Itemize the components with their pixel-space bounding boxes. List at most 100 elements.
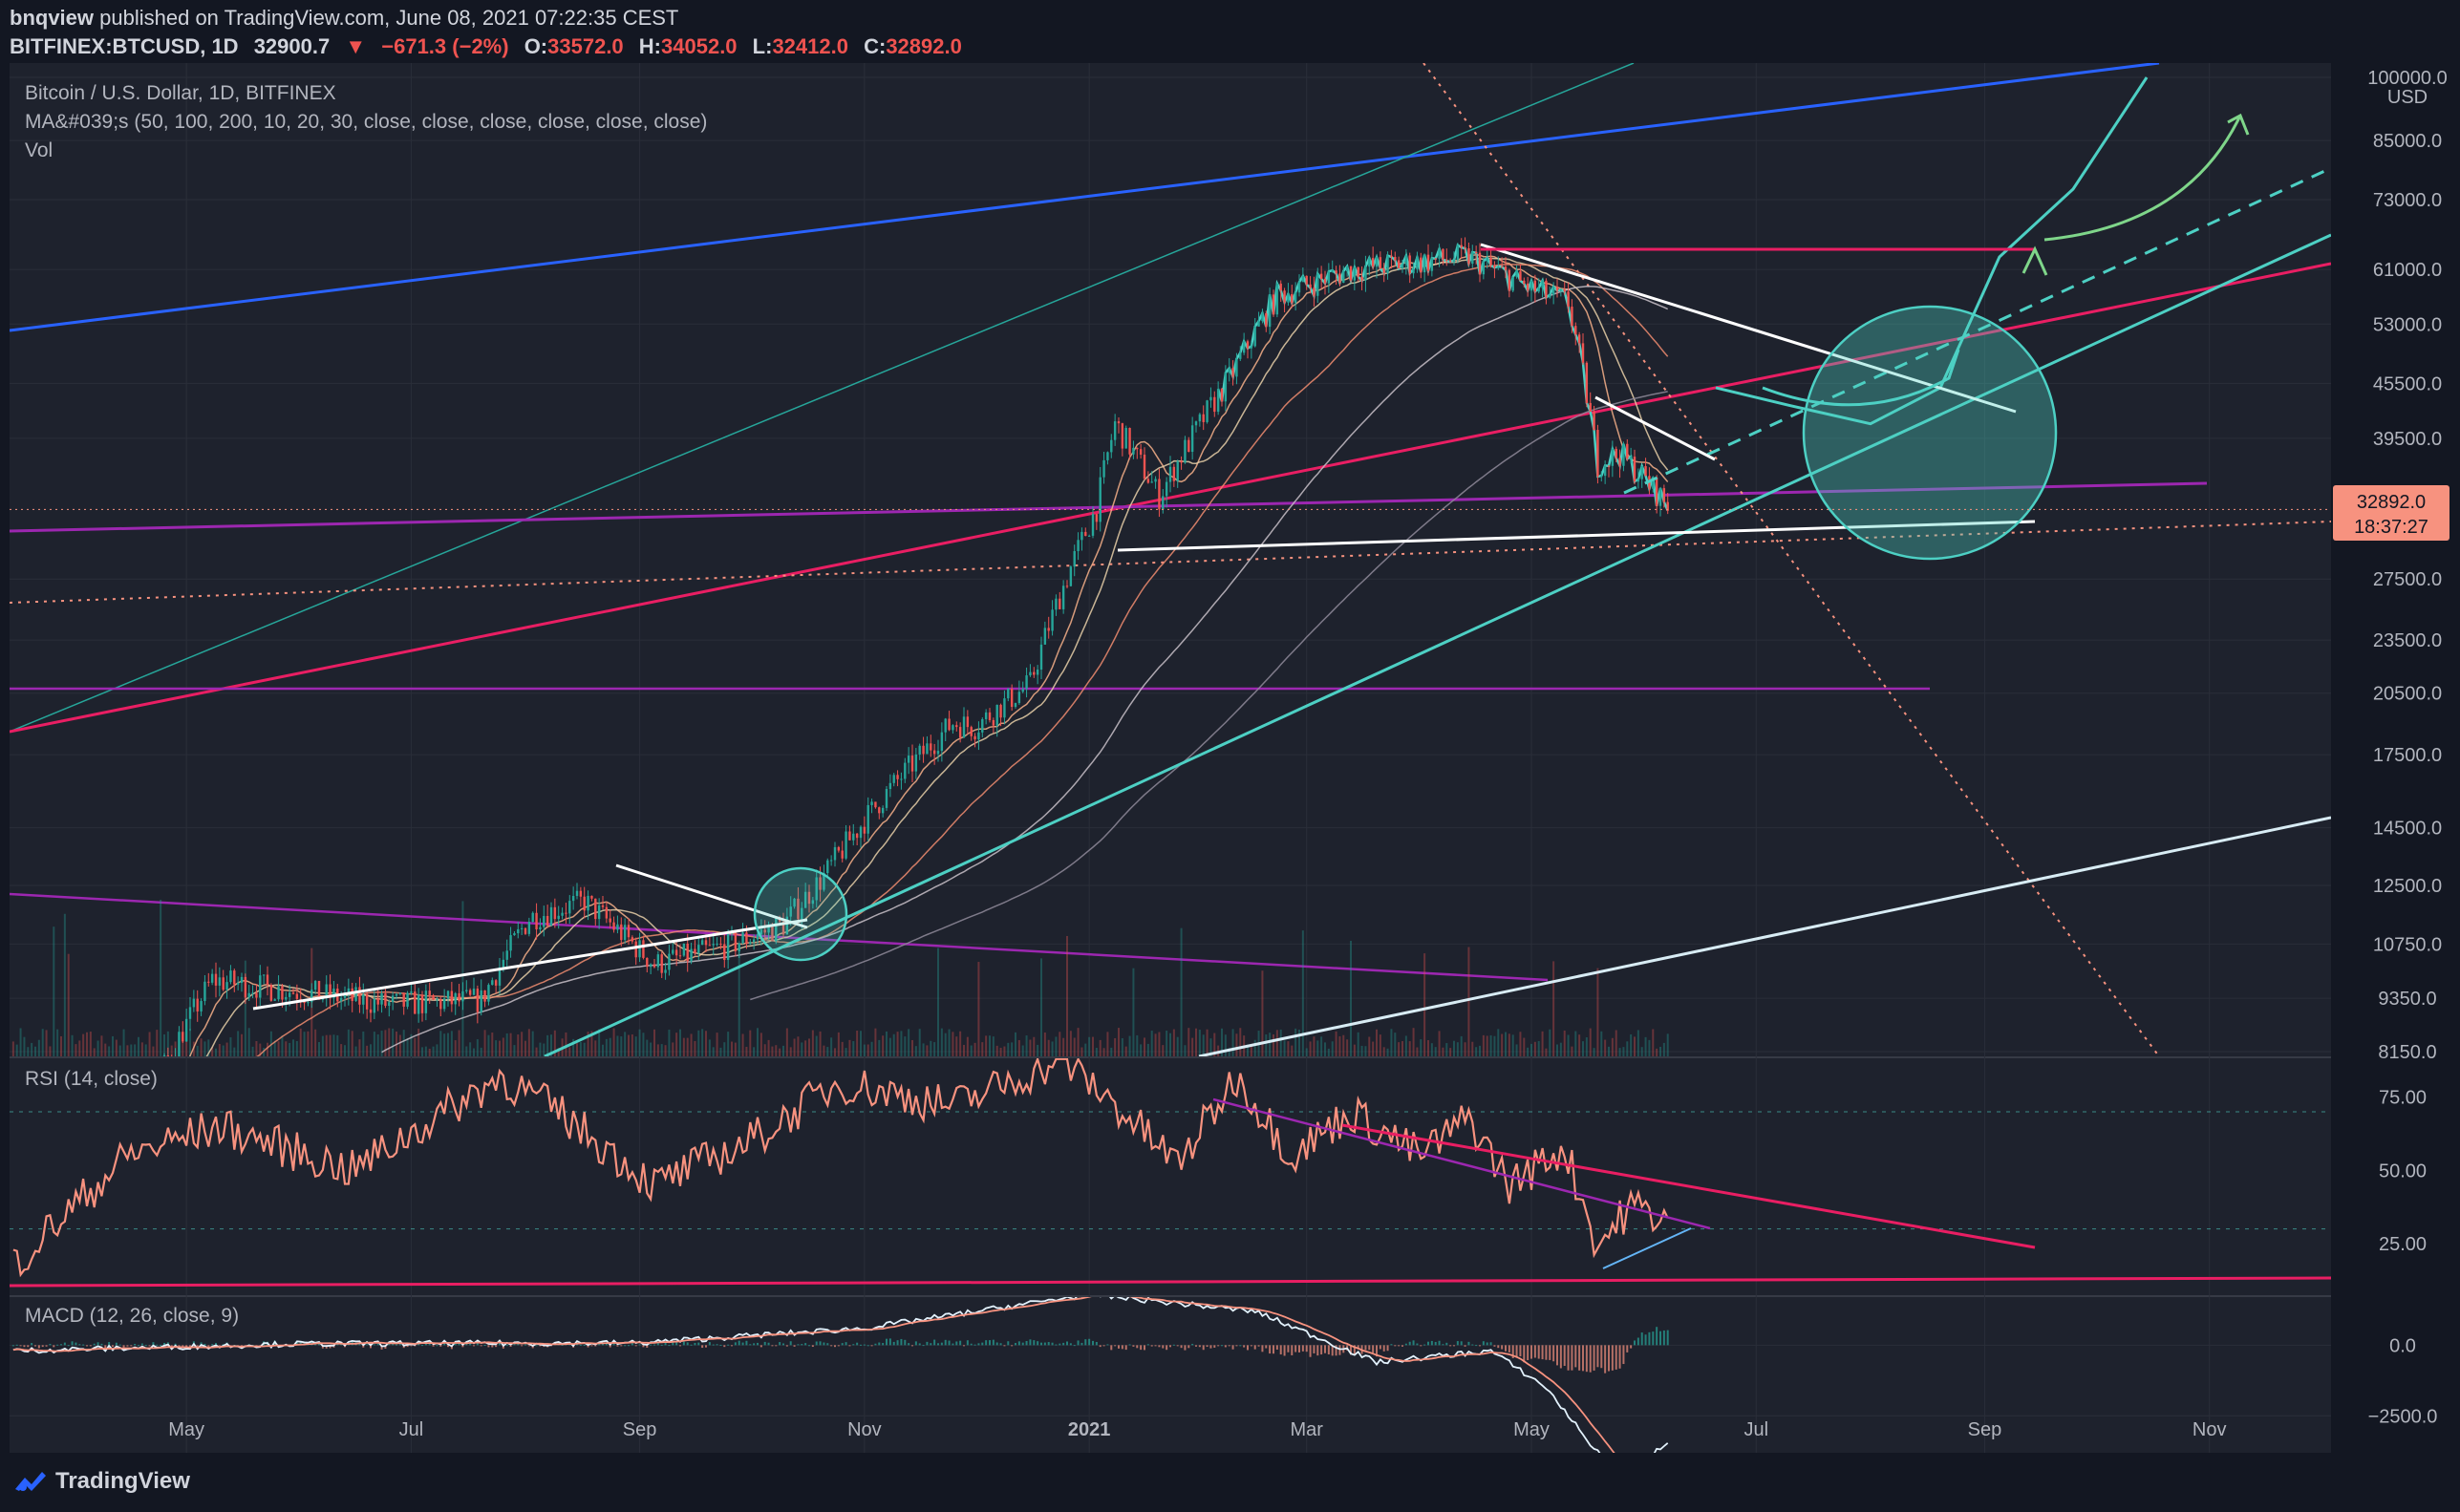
candle-body xyxy=(1636,479,1640,482)
main-pane[interactable] xyxy=(10,63,2331,1056)
rsi-pane[interactable] xyxy=(10,1058,2331,1295)
macd-histogram-bar xyxy=(598,1344,601,1346)
volume-bar xyxy=(886,1031,888,1056)
volume-bar xyxy=(1434,1047,1437,1056)
candle-body xyxy=(716,944,718,946)
macd-histogram-bar xyxy=(203,1343,206,1346)
rsi-purple-trendline xyxy=(1212,1097,1711,1230)
volume-bar xyxy=(557,1048,560,1056)
macd-histogram-bar xyxy=(1239,1345,1242,1347)
volume-bar xyxy=(1055,1036,1058,1056)
candle-body xyxy=(690,948,693,962)
candle-body xyxy=(207,981,210,983)
volume-bar xyxy=(1350,940,1352,1056)
volume-bar xyxy=(819,1031,822,1056)
candle-body xyxy=(192,998,196,1008)
candle-body xyxy=(1162,496,1165,510)
volume-bar xyxy=(207,1039,210,1056)
drawing-layer[interactable] xyxy=(10,63,2331,1056)
volume-bar xyxy=(1618,1048,1621,1056)
volume-bar xyxy=(1559,1042,1562,1056)
volume-bar xyxy=(100,1035,103,1056)
candle-body xyxy=(1423,254,1426,273)
volume-bar xyxy=(134,1044,137,1056)
volume-bar xyxy=(138,1036,139,1056)
volume-bar xyxy=(211,1047,214,1056)
candle-body xyxy=(966,716,970,728)
candle-body xyxy=(749,942,752,945)
candle-body xyxy=(1655,477,1658,506)
volume-bar xyxy=(1593,1048,1595,1056)
candle-body xyxy=(1158,479,1161,510)
volume-bar xyxy=(1092,1036,1094,1056)
symbol-label[interactable]: BITFINEX:BTCUSD, 1D xyxy=(10,34,239,58)
candle-body xyxy=(914,754,918,772)
last-price-badge[interactable]: 32892.0 18:37:27 xyxy=(2333,485,2449,541)
candle-body xyxy=(1523,280,1526,284)
candle-body xyxy=(775,918,778,942)
candle-body xyxy=(1519,271,1522,281)
volume-bar xyxy=(1666,1033,1669,1056)
ma-line xyxy=(205,257,1669,1056)
candle-body xyxy=(678,955,682,957)
volume-bar xyxy=(461,901,464,1056)
price-scale[interactable] xyxy=(2331,63,2460,1453)
volume-bar xyxy=(292,1039,294,1056)
candle-body xyxy=(373,998,376,1013)
volume-bar xyxy=(1549,1029,1551,1056)
candle-body xyxy=(1504,266,1508,270)
macd-histogram-bar xyxy=(1118,1345,1120,1349)
volume-bar xyxy=(1025,1035,1028,1056)
volume-bar xyxy=(447,1033,449,1056)
macd-histogram-bar xyxy=(1511,1345,1514,1359)
volume-bar xyxy=(1279,1029,1282,1056)
volume-bars xyxy=(11,899,1669,1056)
macd-histogram-bar xyxy=(126,1345,129,1347)
volume-bar xyxy=(1066,935,1068,1056)
volume-bar xyxy=(321,1035,324,1056)
volume-bar xyxy=(1456,1042,1459,1056)
macd-histogram-bar xyxy=(1158,1345,1161,1348)
volume-bar xyxy=(1213,1033,1216,1056)
candle-body xyxy=(1331,270,1334,272)
macd-histogram-bar xyxy=(152,1342,155,1346)
volume-bar xyxy=(985,1035,988,1056)
volume-bar xyxy=(1530,1043,1532,1056)
macd-histogram-bar xyxy=(396,1344,397,1346)
macd-histogram-bar xyxy=(886,1338,888,1346)
volume-bar xyxy=(1596,968,1599,1056)
tradingview-logo-icon[interactable] xyxy=(13,1468,48,1495)
macd-histogram-bar xyxy=(1128,1344,1131,1346)
candle-body xyxy=(940,732,944,752)
candle-body xyxy=(1231,368,1234,377)
volume-bar xyxy=(31,1042,33,1056)
macd-histogram-bar xyxy=(454,1343,457,1346)
macd-histogram-bar xyxy=(1073,1345,1076,1347)
rsi-resistance-trendline xyxy=(1341,1123,2036,1249)
macd-histogram-bar xyxy=(1017,1341,1020,1346)
macd-histogram-bar xyxy=(959,1340,962,1346)
macd-histogram-bar xyxy=(428,1342,431,1346)
trendlines[interactable] xyxy=(10,76,2331,1056)
chart-svg[interactable]: 100000.0 85000.0 73000.0 61000.0 53000.0 4550… xyxy=(10,63,2460,1505)
candle-body xyxy=(841,850,844,859)
volume-bar xyxy=(1427,1040,1429,1056)
candle-body xyxy=(763,929,766,933)
macd-histogram-bar xyxy=(539,1345,542,1347)
candle-body xyxy=(266,974,269,985)
macd-histogram-bar xyxy=(1265,1345,1268,1349)
macd-histogram-bar xyxy=(1015,1343,1016,1346)
candle-body xyxy=(295,993,299,999)
macd-histogram-bar xyxy=(771,1345,774,1347)
macd-histogram-bar xyxy=(1571,1345,1573,1371)
candle-body xyxy=(1666,501,1669,511)
brand-name[interactable]: TradingView xyxy=(55,1468,190,1494)
publisher-name[interactable]: bnqview xyxy=(10,6,95,30)
macd-histogram-bar xyxy=(1166,1345,1168,1351)
volume-bar xyxy=(719,1047,722,1056)
volume-bar xyxy=(749,1030,752,1056)
candle-body xyxy=(1549,294,1551,298)
chart-area[interactable]: 100000.0 85000.0 73000.0 61000.0 53000.0 4550… xyxy=(10,63,2460,1505)
macd-histogram-bar xyxy=(406,1345,409,1348)
rsi-tick-label: 50.00 xyxy=(2379,1161,2427,1182)
